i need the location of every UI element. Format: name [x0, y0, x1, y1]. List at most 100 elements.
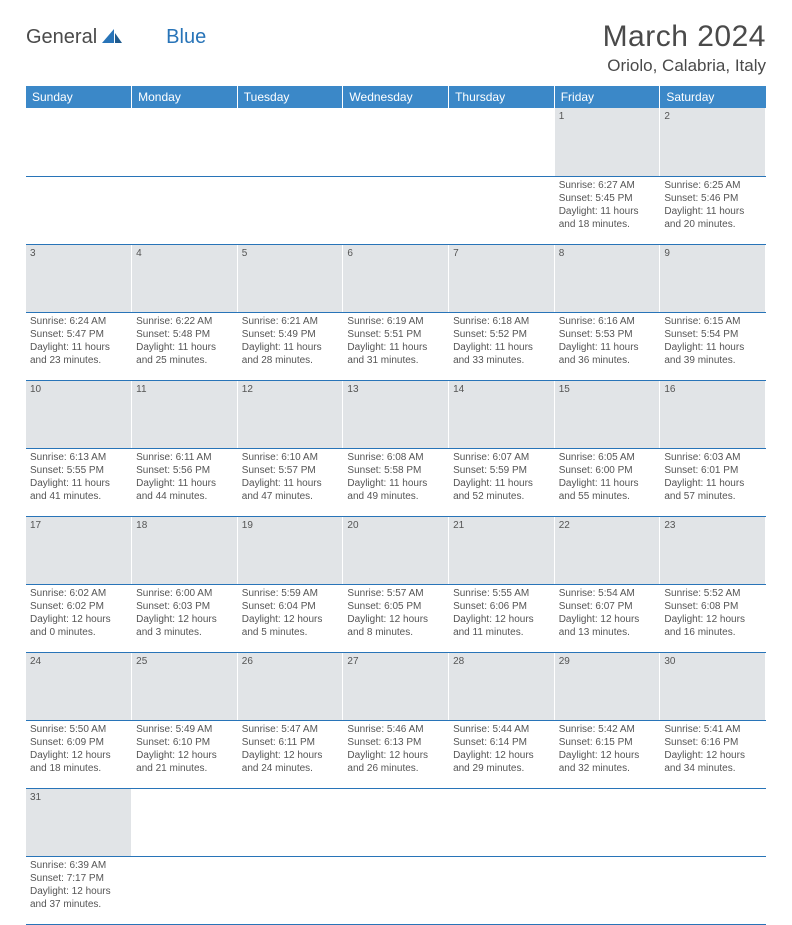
day-content-cell — [343, 176, 449, 244]
day-content-cell: Sunrise: 6:27 AMSunset: 5:45 PMDaylight:… — [554, 176, 660, 244]
day1-text: Daylight: 11 hours — [347, 341, 444, 354]
sunrise-text: Sunrise: 6:02 AM — [30, 587, 127, 600]
day1-text: Daylight: 11 hours — [664, 205, 761, 218]
day-content-cell — [449, 176, 555, 244]
day-number-cell — [660, 788, 766, 856]
day-detail: Sunrise: 6:11 AMSunset: 5:56 PMDaylight:… — [136, 451, 233, 503]
day-content-cell: Sunrise: 6:00 AMSunset: 6:03 PMDaylight:… — [132, 584, 238, 652]
day-content-cell: Sunrise: 5:55 AMSunset: 6:06 PMDaylight:… — [449, 584, 555, 652]
sunset-text: Sunset: 5:58 PM — [347, 464, 444, 477]
day-content-row: Sunrise: 6:13 AMSunset: 5:55 PMDaylight:… — [26, 448, 766, 516]
day1-text: Daylight: 11 hours — [136, 477, 233, 490]
sunrise-text: Sunrise: 6:19 AM — [347, 315, 444, 328]
day1-text: Daylight: 11 hours — [347, 477, 444, 490]
page-header: General Blue March 2024 Oriolo, Calabria… — [26, 20, 766, 76]
logo-text-general: General — [26, 26, 97, 49]
day-number-cell: 12 — [237, 380, 343, 448]
day-content-cell: Sunrise: 6:39 AMSunset: 7:17 PMDaylight:… — [26, 856, 132, 924]
day-content-cell: Sunrise: 6:16 AMSunset: 5:53 PMDaylight:… — [554, 312, 660, 380]
day-number-cell — [343, 788, 449, 856]
day2-text: and 36 minutes. — [559, 354, 656, 367]
day-content-cell: Sunrise: 6:15 AMSunset: 5:54 PMDaylight:… — [660, 312, 766, 380]
sunset-text: Sunset: 5:46 PM — [664, 192, 761, 205]
day-number-cell — [132, 108, 238, 176]
day2-text: and 16 minutes. — [664, 626, 761, 639]
day-content-cell: Sunrise: 5:54 AMSunset: 6:07 PMDaylight:… — [554, 584, 660, 652]
title-block: March 2024 Oriolo, Calabria, Italy — [603, 20, 766, 76]
day-number-row: 12 — [26, 108, 766, 176]
day-number-cell: 27 — [343, 652, 449, 720]
day-number-cell: 2 — [660, 108, 766, 176]
sunset-text: Sunset: 6:07 PM — [559, 600, 656, 613]
day-number-cell: 4 — [132, 244, 238, 312]
sunrise-text: Sunrise: 5:42 AM — [559, 723, 656, 736]
day-content-cell: Sunrise: 6:08 AMSunset: 5:58 PMDaylight:… — [343, 448, 449, 516]
day-content-cell: Sunrise: 5:49 AMSunset: 6:10 PMDaylight:… — [132, 720, 238, 788]
day-content-cell — [237, 176, 343, 244]
sunset-text: Sunset: 6:05 PM — [347, 600, 444, 613]
day2-text: and 13 minutes. — [559, 626, 656, 639]
sunrise-text: Sunrise: 5:44 AM — [453, 723, 550, 736]
day-number-cell: 30 — [660, 652, 766, 720]
day1-text: Daylight: 12 hours — [453, 613, 550, 626]
day2-text: and 33 minutes. — [453, 354, 550, 367]
day-detail: Sunrise: 6:24 AMSunset: 5:47 PMDaylight:… — [30, 315, 127, 367]
day1-text: Daylight: 11 hours — [453, 341, 550, 354]
day-content-cell: Sunrise: 6:25 AMSunset: 5:46 PMDaylight:… — [660, 176, 766, 244]
day-number-cell: 16 — [660, 380, 766, 448]
day-number-cell: 5 — [237, 244, 343, 312]
day-number-cell: 28 — [449, 652, 555, 720]
day-detail: Sunrise: 5:50 AMSunset: 6:09 PMDaylight:… — [30, 723, 127, 775]
day-number-cell: 7 — [449, 244, 555, 312]
sunrise-text: Sunrise: 5:55 AM — [453, 587, 550, 600]
day-detail: Sunrise: 5:47 AMSunset: 6:11 PMDaylight:… — [242, 723, 339, 775]
day1-text: Daylight: 12 hours — [664, 613, 761, 626]
sunrise-text: Sunrise: 5:41 AM — [664, 723, 761, 736]
sunset-text: Sunset: 5:57 PM — [242, 464, 339, 477]
day-content-cell: Sunrise: 6:19 AMSunset: 5:51 PMDaylight:… — [343, 312, 449, 380]
day-number-cell — [237, 788, 343, 856]
day-detail: Sunrise: 5:44 AMSunset: 6:14 PMDaylight:… — [453, 723, 550, 775]
sunset-text: Sunset: 5:51 PM — [347, 328, 444, 341]
day-number-cell: 14 — [449, 380, 555, 448]
day-number-row: 31 — [26, 788, 766, 856]
day-detail: Sunrise: 6:25 AMSunset: 5:46 PMDaylight:… — [664, 179, 761, 231]
sunrise-text: Sunrise: 5:54 AM — [559, 587, 656, 600]
day-detail: Sunrise: 6:21 AMSunset: 5:49 PMDaylight:… — [242, 315, 339, 367]
day-number-cell: 21 — [449, 516, 555, 584]
day2-text: and 3 minutes. — [136, 626, 233, 639]
day-detail: Sunrise: 6:22 AMSunset: 5:48 PMDaylight:… — [136, 315, 233, 367]
sunrise-text: Sunrise: 5:49 AM — [136, 723, 233, 736]
day1-text: Daylight: 11 hours — [242, 477, 339, 490]
day-detail: Sunrise: 6:07 AMSunset: 5:59 PMDaylight:… — [453, 451, 550, 503]
day-number-cell — [343, 108, 449, 176]
sunrise-text: Sunrise: 5:47 AM — [242, 723, 339, 736]
sunrise-text: Sunrise: 5:52 AM — [664, 587, 761, 600]
day-number-cell: 23 — [660, 516, 766, 584]
day1-text: Daylight: 12 hours — [30, 749, 127, 762]
sunset-text: Sunset: 6:13 PM — [347, 736, 444, 749]
day2-text: and 18 minutes. — [30, 762, 127, 775]
day2-text: and 41 minutes. — [30, 490, 127, 503]
day1-text: Daylight: 12 hours — [30, 613, 127, 626]
day-content-cell: Sunrise: 5:42 AMSunset: 6:15 PMDaylight:… — [554, 720, 660, 788]
day-detail: Sunrise: 6:13 AMSunset: 5:55 PMDaylight:… — [30, 451, 127, 503]
day-number-cell — [132, 788, 238, 856]
day1-text: Daylight: 12 hours — [347, 613, 444, 626]
day2-text: and 20 minutes. — [664, 218, 761, 231]
day-content-row: Sunrise: 6:02 AMSunset: 6:02 PMDaylight:… — [26, 584, 766, 652]
sunset-text: Sunset: 6:10 PM — [136, 736, 233, 749]
day1-text: Daylight: 12 hours — [664, 749, 761, 762]
sunset-text: Sunset: 6:15 PM — [559, 736, 656, 749]
day-content-cell: Sunrise: 6:05 AMSunset: 6:00 PMDaylight:… — [554, 448, 660, 516]
day2-text: and 18 minutes. — [559, 218, 656, 231]
day-content-cell: Sunrise: 6:07 AMSunset: 5:59 PMDaylight:… — [449, 448, 555, 516]
sunrise-text: Sunrise: 6:07 AM — [453, 451, 550, 464]
day-content-cell — [660, 856, 766, 924]
day-detail: Sunrise: 6:10 AMSunset: 5:57 PMDaylight:… — [242, 451, 339, 503]
sunset-text: Sunset: 7:17 PM — [30, 872, 127, 885]
sunset-text: Sunset: 6:09 PM — [30, 736, 127, 749]
day-content-cell: Sunrise: 6:11 AMSunset: 5:56 PMDaylight:… — [132, 448, 238, 516]
day-number-row: 10111213141516 — [26, 380, 766, 448]
day-detail: Sunrise: 6:16 AMSunset: 5:53 PMDaylight:… — [559, 315, 656, 367]
